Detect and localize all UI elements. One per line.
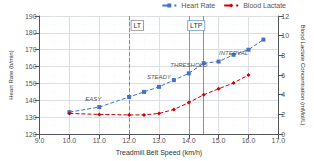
svg-text:Blood Lactate: Blood Lactate bbox=[243, 2, 286, 9]
svg-text:Heart Rate (b/min): Heart Rate (b/min) bbox=[8, 50, 14, 99]
svg-text:EASY: EASY bbox=[85, 96, 102, 102]
svg-text:4: 4 bbox=[281, 91, 285, 98]
svg-text:150: 150 bbox=[25, 80, 37, 87]
svg-text:12: 12 bbox=[281, 13, 289, 20]
svg-text:Blood Lactate Concentration (m: Blood Lactate Concentration (mMol/L) bbox=[300, 25, 306, 126]
svg-text:10: 10 bbox=[281, 32, 289, 39]
svg-text:9.0: 9.0 bbox=[35, 137, 45, 144]
svg-text:120: 120 bbox=[24, 130, 37, 138]
svg-text:14.0: 14.0 bbox=[182, 137, 196, 144]
svg-text:17.0: 17.0 bbox=[272, 137, 286, 144]
svg-text:STEADY: STEADY bbox=[147, 74, 172, 80]
svg-text:11.0: 11.0 bbox=[93, 137, 106, 144]
svg-text:130: 130 bbox=[25, 114, 37, 121]
svg-text:160: 160 bbox=[25, 63, 37, 70]
svg-text:12.0: 12.0 bbox=[122, 137, 136, 144]
svg-text:190: 190 bbox=[25, 13, 37, 20]
svg-text:15.0: 15.0 bbox=[212, 137, 226, 144]
svg-text:140: 140 bbox=[25, 97, 37, 104]
svg-text:INTERVAL: INTERVAL bbox=[219, 50, 248, 56]
svg-text:THRESHOLD: THRESHOLD bbox=[170, 62, 208, 68]
svg-text:6: 6 bbox=[281, 72, 285, 79]
svg-text:LTP: LTP bbox=[190, 22, 203, 29]
svg-text:0: 0 bbox=[281, 130, 286, 138]
svg-text:170: 170 bbox=[25, 46, 37, 53]
svg-text:Heart Rate: Heart Rate bbox=[181, 2, 215, 9]
svg-text:2: 2 bbox=[281, 111, 285, 118]
svg-text:8: 8 bbox=[281, 52, 285, 59]
svg-text:13.0: 13.0 bbox=[152, 137, 166, 144]
svg-text:180: 180 bbox=[25, 29, 37, 36]
svg-text:16.0: 16.0 bbox=[242, 137, 256, 144]
svg-text:LT: LT bbox=[133, 22, 141, 29]
svg-text:10.0: 10.0 bbox=[63, 137, 77, 144]
svg-text:Treadmill Belt Speed (km/h): Treadmill Belt Speed (km/h) bbox=[116, 149, 203, 157]
